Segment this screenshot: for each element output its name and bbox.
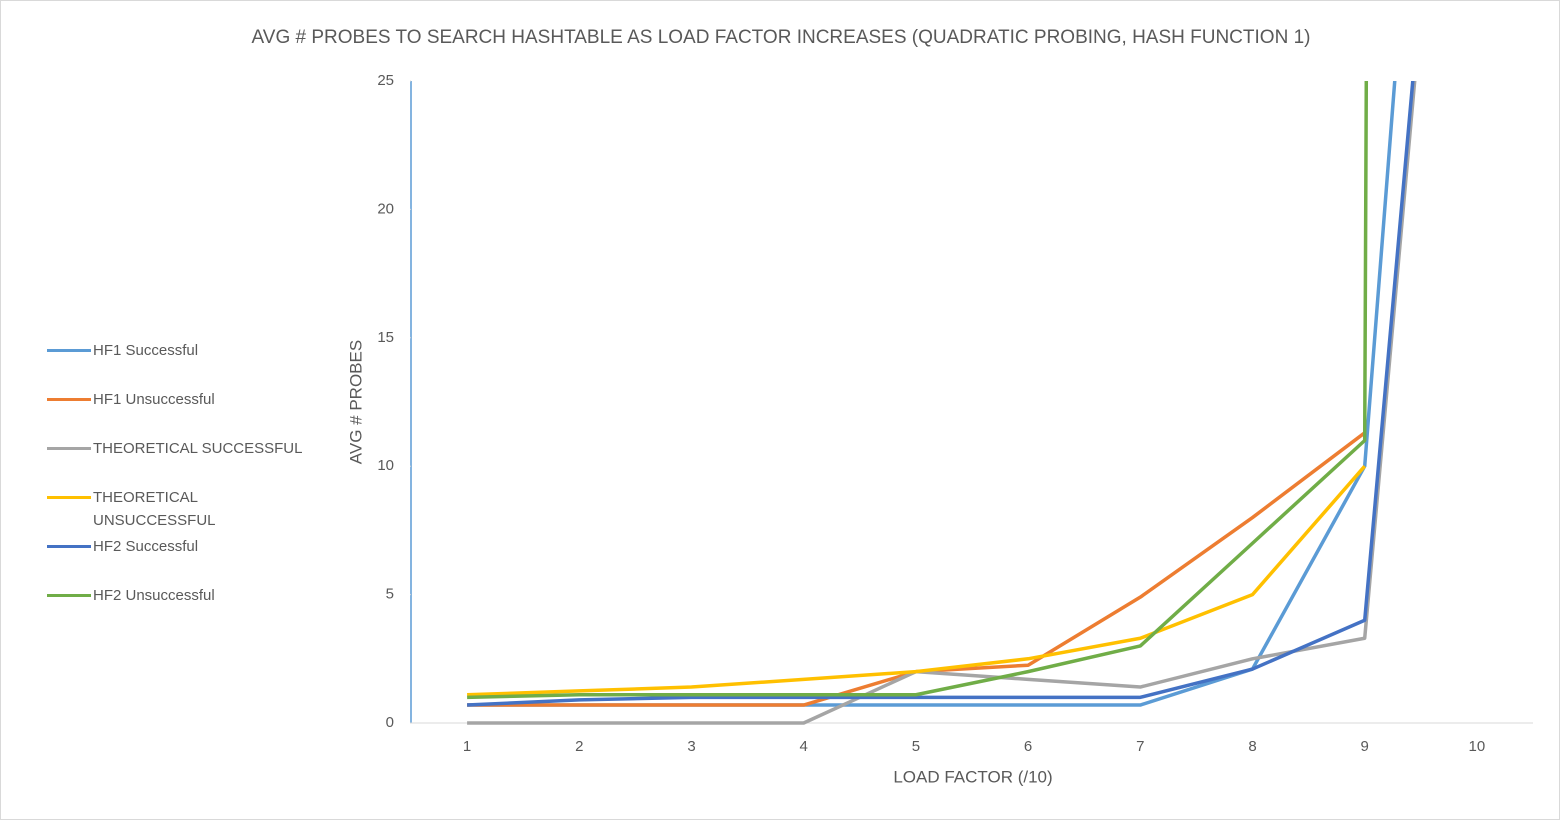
legend-swatch xyxy=(47,594,91,597)
legend-entry: HF2 Successful xyxy=(47,535,302,558)
legend-label: HF1 Successful xyxy=(93,342,199,359)
x-tick-label: 1 xyxy=(463,738,471,755)
legend-label: HF2 Unsuccessful xyxy=(93,587,215,604)
legend-entry: THEORETICAL SUCCESSFUL xyxy=(47,437,302,460)
legend-swatch xyxy=(47,447,91,450)
series-line xyxy=(467,81,1417,725)
y-tick-label: 0 xyxy=(386,714,394,731)
y-tick-label: 20 xyxy=(377,200,394,217)
y-tick-label: 5 xyxy=(386,586,394,603)
legend-swatch xyxy=(47,398,91,401)
legend-entry: HF2 Unsuccessful xyxy=(47,584,302,607)
x-tick-label: 5 xyxy=(912,738,920,755)
legend-label: HF1 Unsuccessful xyxy=(93,391,215,408)
series-line xyxy=(467,81,1415,707)
legend-label: HF2 Successful xyxy=(93,538,199,555)
x-tick-label: 9 xyxy=(1361,738,1369,755)
legend-label: THEORETICAL UNSUCCESSFUL xyxy=(93,489,216,529)
legend-entry: THEORETICAL UNSUCCESSFUL xyxy=(47,486,302,532)
x-tick-label: 4 xyxy=(800,738,808,755)
y-tick-label: 15 xyxy=(377,329,394,346)
x-tick-label: 7 xyxy=(1136,738,1144,755)
series-line xyxy=(467,81,1369,700)
x-tick-label: 3 xyxy=(687,738,695,755)
series-line xyxy=(467,81,1397,707)
series-line xyxy=(467,465,1367,697)
series-lines xyxy=(467,81,1417,725)
chart-title: AVG # PROBES TO SEARCH HASHTABLE AS LOAD… xyxy=(252,27,1311,48)
legend-swatch xyxy=(47,349,91,352)
y-tick-label: 10 xyxy=(377,457,394,474)
legend-swatch xyxy=(47,545,91,548)
x-tick-label: 10 xyxy=(1469,738,1486,755)
x-tick-label: 8 xyxy=(1248,738,1256,755)
legend-swatch xyxy=(47,496,91,499)
x-axis-title: LOAD FACTOR (/10) xyxy=(893,767,1052,786)
legend-entry: HF1 Unsuccessful xyxy=(47,388,302,411)
legend-label: THEORETICAL SUCCESSFUL xyxy=(93,440,303,457)
x-tick-label: 2 xyxy=(575,738,583,755)
legend-entry: HF1 Successful xyxy=(47,339,302,362)
x-tick-label: 6 xyxy=(1024,738,1032,755)
y-tick-label: 25 xyxy=(377,72,394,89)
y-axis-title: AVG # PROBES xyxy=(346,340,365,464)
